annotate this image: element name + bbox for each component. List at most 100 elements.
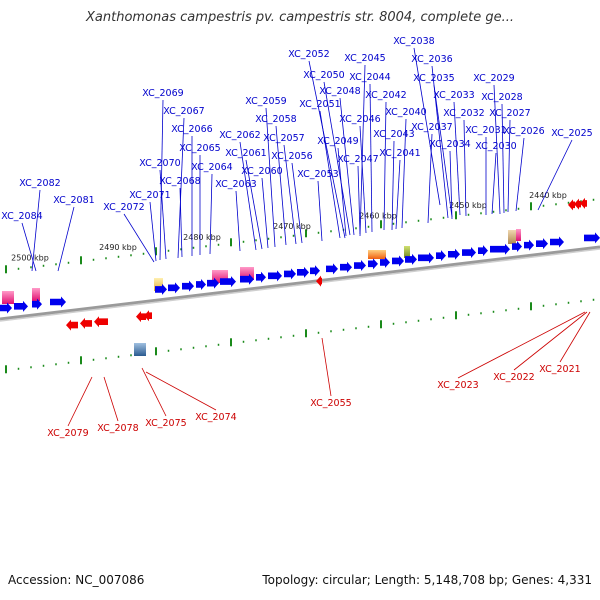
- reverse-leader-line: [67, 376, 93, 427]
- forward-gene-arrow: [512, 241, 522, 253]
- forward-gene-arrow: [462, 247, 476, 259]
- forward-gene-arrow: [14, 300, 28, 312]
- forward-gene-arrow: [0, 302, 12, 314]
- forward-gene-label: XC_2035: [413, 73, 454, 84]
- forward-gene-arrow: [478, 245, 488, 257]
- forward-leader-line: [31, 189, 41, 272]
- forward-leader-line: [317, 180, 323, 242]
- forward-gene-label: XC_2071: [129, 190, 170, 201]
- forward-gene-label: XC_2066: [171, 124, 212, 135]
- forward-gene-arrow: [220, 276, 236, 288]
- forward-leader-line: [493, 84, 501, 215]
- reverse-gene-label: XC_2023: [437, 380, 478, 391]
- forward-leader-line: [339, 97, 355, 236]
- forward-gene-label: XC_2040: [385, 107, 426, 118]
- forward-gene-label: XC_2046: [339, 114, 380, 125]
- forward-leader-line: [401, 118, 407, 229]
- forward-gene-arrow: [182, 280, 194, 292]
- forward-gene-arrow: [32, 298, 42, 310]
- feature-box: [2, 291, 14, 304]
- forward-gene-label: XC_2043: [373, 129, 414, 140]
- forward-leader-line: [57, 206, 75, 272]
- forward-leader-line: [383, 101, 387, 231]
- forward-leader-line: [265, 107, 276, 248]
- scale-label: 2460 kbp: [359, 212, 397, 221]
- forward-gene-label: XC_2050: [303, 70, 344, 81]
- forward-gene-label: XC_2065: [179, 143, 220, 154]
- forward-gene-label: XC_2081: [53, 195, 94, 206]
- forward-gene-label: XC_2072: [103, 202, 144, 213]
- forward-gene-label: XC_2070: [139, 158, 180, 169]
- forward-gene-arrow: [405, 253, 417, 265]
- forward-gene-label: XC_2041: [379, 148, 420, 159]
- forward-leader-line: [261, 177, 269, 249]
- scale-label: 2440 kbp: [529, 191, 567, 200]
- forward-leader-line: [239, 141, 257, 251]
- forward-gene-arrow: [240, 273, 254, 285]
- forward-gene-label: XC_2082: [19, 178, 60, 189]
- forward-leader-line: [159, 169, 167, 260]
- forward-gene-label: XC_2057: [263, 133, 304, 144]
- scale-label: 2480 kbp: [183, 233, 221, 242]
- forward-gene-label: XC_2042: [365, 90, 406, 101]
- forward-gene-arrow: [550, 236, 564, 248]
- scale-label: 2500 kbp: [11, 253, 49, 262]
- forward-leader-line: [413, 47, 441, 206]
- forward-gene-label: XC_2084: [1, 211, 42, 222]
- forward-gene-label: XC_2027: [489, 108, 530, 119]
- forward-gene-arrow: [418, 252, 434, 264]
- forward-gene-label: XC_2031: [465, 125, 506, 136]
- reverse-gene-arrow: [580, 197, 587, 209]
- reverse-gene-label: XC_2022: [493, 372, 534, 383]
- reverse-gene-arrow: [66, 319, 78, 331]
- forward-leader-line: [123, 213, 155, 263]
- forward-gene-label: XC_2056: [271, 151, 312, 162]
- forward-leader-line: [357, 165, 361, 235]
- reverse-gene-arrow: [80, 317, 92, 329]
- forward-gene-label: XC_2044: [349, 72, 390, 83]
- forward-gene-label: XC_2068: [159, 176, 200, 187]
- map-title: Xanthomonas campestris pv. campestris st…: [86, 10, 514, 25]
- forward-gene-arrow: [354, 260, 366, 272]
- feature-box: [154, 278, 163, 291]
- forward-gene-label: XC_2051: [299, 99, 340, 110]
- reverse-leader-line: [513, 311, 588, 371]
- feature-box: [508, 230, 516, 244]
- reverse-gene-arrow: [568, 199, 575, 211]
- forward-leader-line: [449, 150, 453, 220]
- forward-leader-line: [515, 137, 525, 212]
- forward-gene-label: XC_2064: [191, 162, 232, 173]
- reverse-gene-arrow: [136, 311, 146, 323]
- reverse-gene-label: XC_2078: [97, 423, 138, 434]
- forward-leader-line: [177, 117, 185, 259]
- forward-gene-arrow: [380, 256, 390, 268]
- reverse-gene-label: XC_2055: [310, 398, 351, 409]
- reverse-gene-label: XC_2074: [195, 412, 236, 423]
- genome-backbone: [0, 245, 600, 321]
- accession-text: Accession: NC_007086: [8, 573, 145, 587]
- forward-gene-label: XC_2052: [288, 49, 329, 60]
- forward-gene-arrow: [368, 258, 378, 270]
- forward-leader-line: [391, 140, 395, 231]
- forward-gene-label: XC_2047: [337, 154, 378, 165]
- forward-gene-label: XC_2037: [411, 122, 452, 133]
- forward-leader-line: [453, 101, 461, 216]
- forward-leader-line: [537, 139, 573, 211]
- feature-box: [134, 343, 146, 356]
- reverse-leader-line: [321, 337, 332, 397]
- reverse-gene-arrow: [94, 316, 108, 328]
- reverse-gene-label: XC_2075: [145, 418, 186, 429]
- forward-leader-line: [359, 125, 367, 234]
- reverse-gene-arrow: [144, 310, 152, 322]
- forward-gene-label: XC_2026: [503, 126, 544, 137]
- forward-gene-label: XC_2063: [215, 179, 256, 190]
- forward-leader-line: [433, 84, 453, 218]
- forward-gene-label: XC_2060: [241, 166, 282, 177]
- forward-gene-arrow: [207, 277, 219, 289]
- forward-gene-label: XC_2032: [443, 108, 484, 119]
- forward-leader-line: [323, 81, 351, 236]
- forward-gene-arrow: [524, 239, 534, 251]
- forward-leader-line: [319, 110, 341, 239]
